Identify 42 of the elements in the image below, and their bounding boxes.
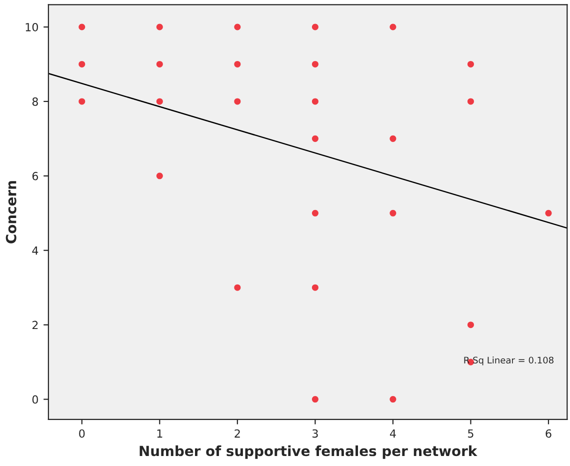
- x-tick-label: 2: [234, 429, 240, 438]
- point: [312, 98, 318, 105]
- x-tick-label: 3: [312, 429, 318, 438]
- point: [467, 322, 474, 328]
- point: [156, 24, 163, 30]
- point: [234, 24, 241, 30]
- x-tick-label: 6: [546, 429, 552, 438]
- point: [78, 24, 86, 30]
- point: [156, 172, 163, 180]
- point: [156, 60, 163, 68]
- y-axis-title: Concern: [6, 181, 16, 244]
- point: [312, 60, 318, 68]
- point: [312, 284, 318, 291]
- y-tick-label: 8: [32, 97, 38, 106]
- point: [390, 396, 396, 403]
- point: [78, 60, 86, 68]
- x-tick-label: 0: [79, 429, 85, 438]
- point: [467, 98, 474, 105]
- y-tick-label: 2: [32, 320, 38, 330]
- point: [467, 60, 474, 68]
- point: [312, 24, 318, 30]
- point: [234, 98, 241, 105]
- point: [312, 135, 318, 142]
- annotation: R Sq Linear = 0.108: [464, 356, 554, 366]
- point: [234, 284, 241, 291]
- y-tick-label: 0: [32, 395, 38, 404]
- point: [312, 210, 318, 216]
- point: [545, 210, 552, 216]
- point: [312, 396, 318, 403]
- y-tick-label: 4: [32, 246, 38, 255]
- x-axis-title: Number of supportive females per network: [140, 445, 478, 459]
- y-tick-label: 10: [26, 22, 38, 32]
- x-tick-label: 5: [468, 429, 474, 438]
- point: [390, 24, 396, 30]
- y-tick-label: 6: [32, 172, 38, 180]
- point: [156, 98, 163, 105]
- point: [78, 98, 86, 105]
- x-tick-label: 4: [390, 429, 396, 438]
- point: [390, 135, 396, 142]
- point: [390, 210, 396, 216]
- x-tick-label: 1: [157, 429, 162, 438]
- point: [234, 60, 241, 68]
